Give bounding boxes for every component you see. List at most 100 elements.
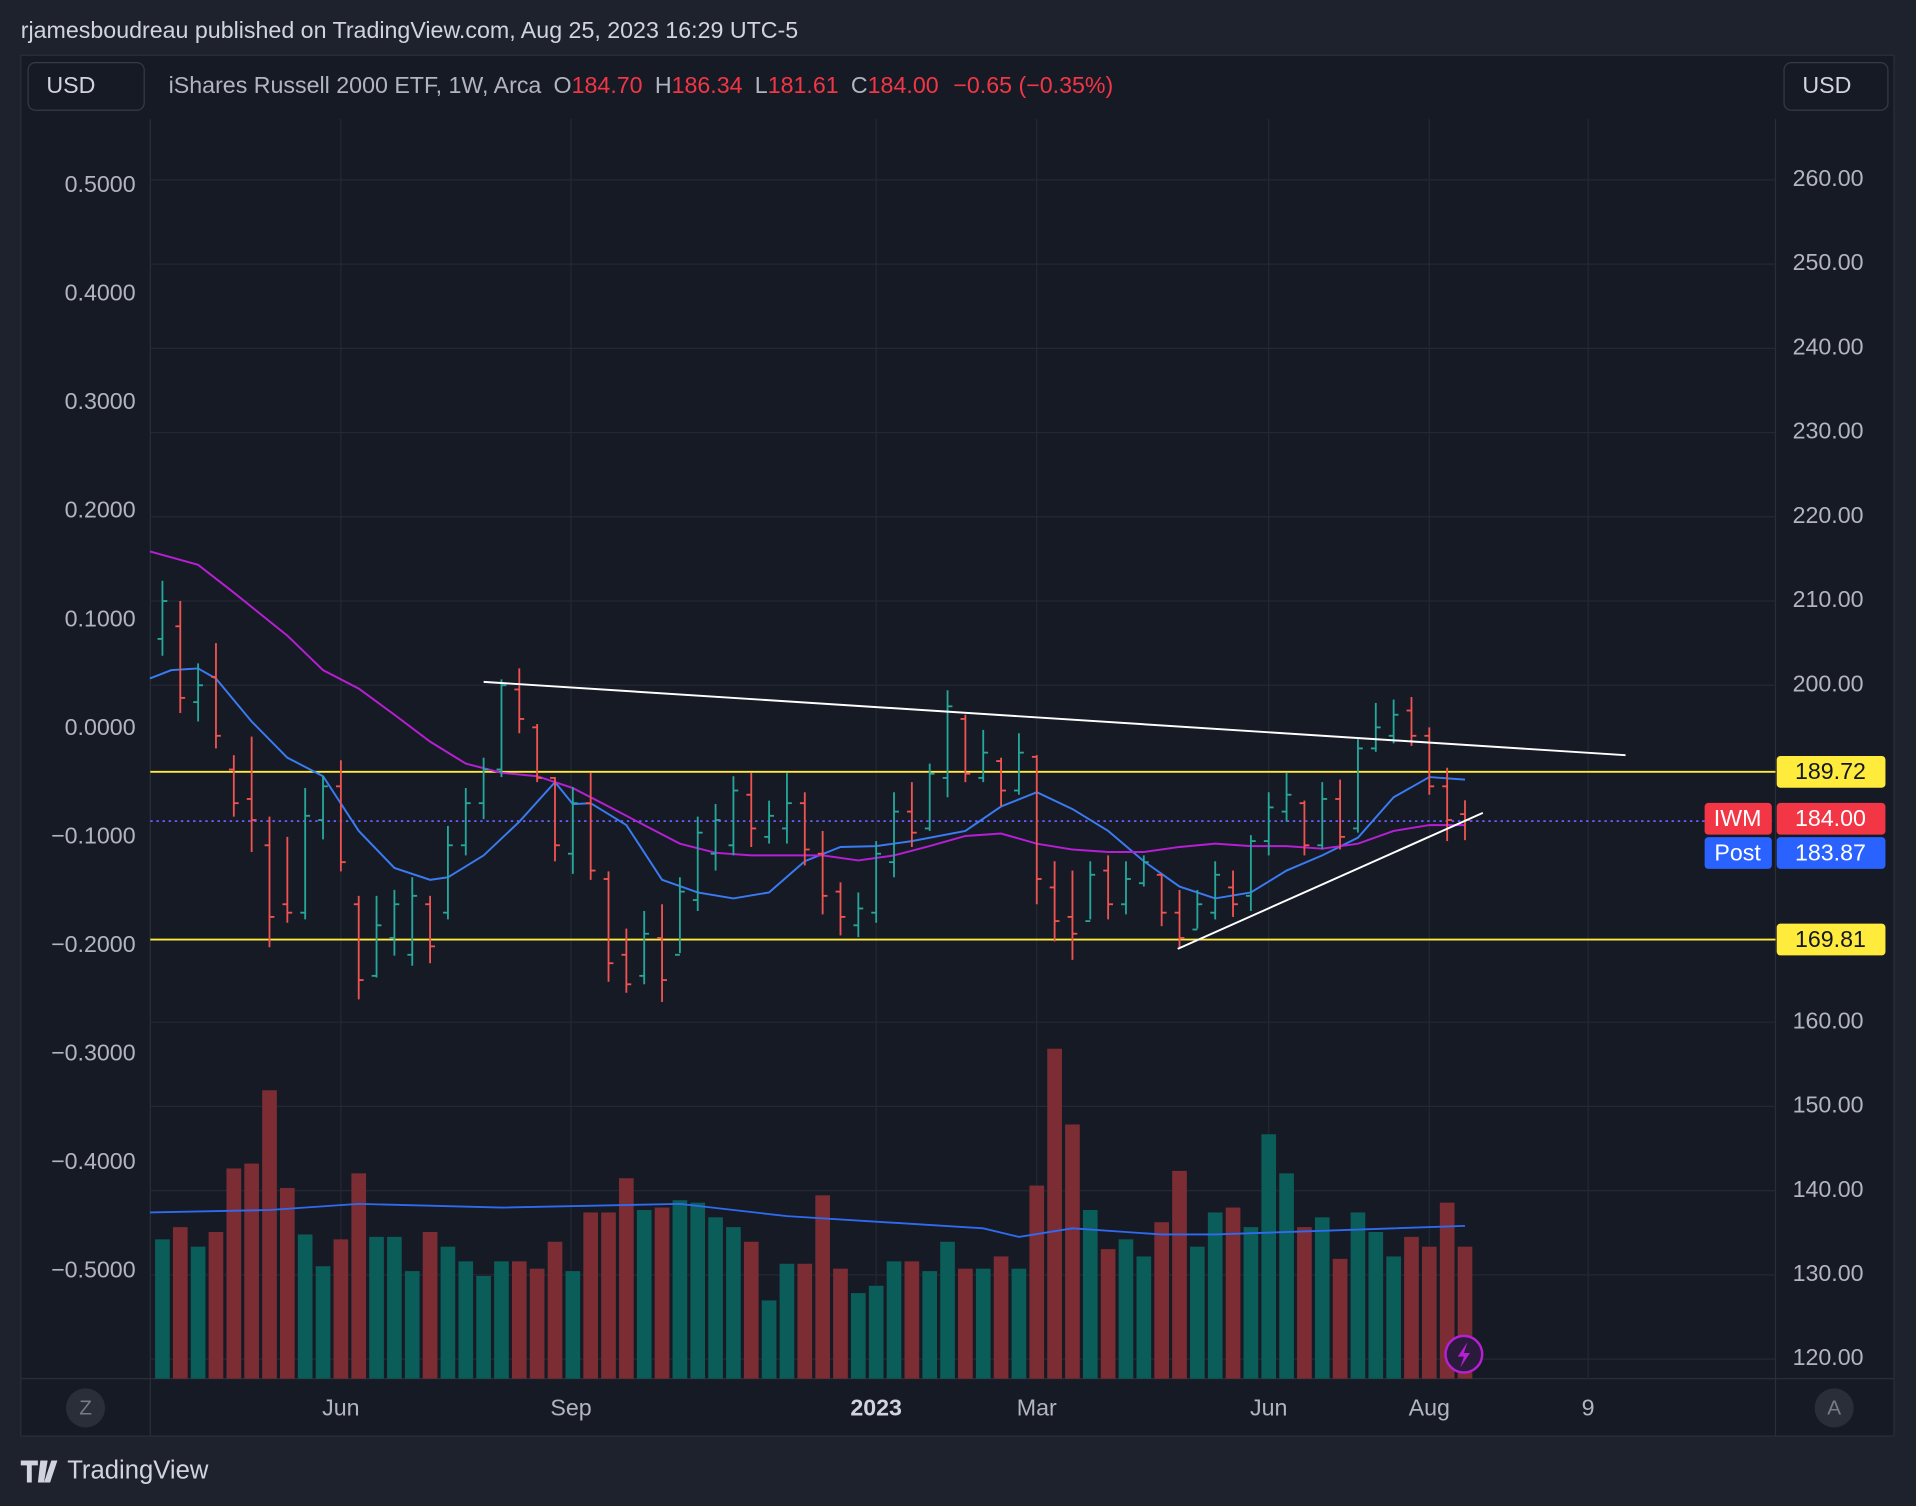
y-tick-label: 250.00 <box>1793 249 1864 275</box>
plot: 260.00 250.00 240.00 230.00 220.00 210.00 200.… <box>51 118 1886 1420</box>
volume-bar <box>868 1285 884 1379</box>
x-tick-label: Jun <box>322 1394 359 1420</box>
y-tick-label: 120.00 <box>1793 1344 1864 1370</box>
volume-bar <box>226 1168 242 1379</box>
volume-bar <box>1314 1217 1330 1379</box>
volume-bar <box>779 1263 795 1379</box>
volume-bar <box>529 1268 545 1379</box>
corner-label[interactable]: Z <box>79 1397 92 1420</box>
legend-label: O <box>554 72 572 98</box>
volume-bar <box>636 1210 652 1379</box>
footer-brand: TradingView <box>67 1456 209 1484</box>
post-price-label: 183.87 <box>1795 839 1866 865</box>
volume-bar <box>172 1227 188 1379</box>
volume-bar <box>1332 1258 1348 1379</box>
volume-bar <box>511 1261 527 1379</box>
volume-bar <box>422 1232 438 1379</box>
x-tick-label: Mar <box>1017 1394 1057 1420</box>
volume-bar <box>993 1256 1009 1379</box>
x-tick-label: Sep <box>550 1394 591 1420</box>
volume-bar <box>280 1188 295 1379</box>
volume-bar <box>708 1217 723 1379</box>
logo <box>20 1460 58 1483</box>
y2-tick-label: 0.0000 <box>65 714 136 740</box>
legend-value: 184.00 <box>868 72 939 98</box>
trendline <box>483 680 1626 757</box>
post-name: Post <box>1714 839 1761 865</box>
last-name: IWM <box>1714 805 1762 831</box>
x-tick-label: Jun <box>1250 1394 1287 1420</box>
volume-bar <box>1368 1232 1384 1379</box>
corner-button[interactable] <box>1814 1388 1854 1428</box>
corner-label[interactable]: A <box>1827 1397 1841 1420</box>
currency-label[interactable]: USD <box>1802 72 1851 98</box>
y-tick-label: 230.00 <box>1793 418 1864 444</box>
y2-tick-label: 0.4000 <box>65 280 136 306</box>
currency-button[interactable] <box>1783 61 1889 111</box>
volume-bar <box>815 1195 830 1379</box>
volume-bar <box>404 1271 420 1379</box>
y-tick-label: 160.00 <box>1793 1007 1864 1033</box>
volume-bar <box>1190 1246 1205 1379</box>
volume-bar <box>458 1261 474 1379</box>
chart-frame <box>20 54 1895 1437</box>
volume-bar <box>155 1239 170 1379</box>
volume-bar <box>1154 1222 1169 1379</box>
volume-bar <box>262 1090 277 1379</box>
volume-bar <box>1421 1246 1437 1379</box>
volume-bar <box>1172 1170 1187 1379</box>
volume-bar <box>1082 1210 1098 1379</box>
price-label: 169.81 <box>1795 926 1866 952</box>
y-tick-label: 140.00 <box>1793 1176 1864 1202</box>
symbol-legend: iShares Russell 2000 ETF, 1W, Arca O184.7… <box>169 72 1114 98</box>
legend-change: −0.65 (−0.35%) <box>953 72 1113 98</box>
x-tick-label: 2023 <box>850 1394 902 1420</box>
y-tick-label: 220.00 <box>1793 502 1864 528</box>
corner-button[interactable] <box>65 1388 106 1428</box>
post-price-box <box>1776 837 1886 869</box>
volume-bar <box>619 1178 634 1379</box>
volume-bar <box>494 1261 509 1379</box>
volume-bar <box>351 1173 367 1379</box>
price-label-box <box>1776 923 1886 956</box>
y2-tick-label: −0.4000 <box>51 1148 136 1174</box>
volume-bar <box>297 1234 313 1379</box>
y2-tick-label: 0.2000 <box>65 497 136 523</box>
volume-bar <box>761 1300 777 1379</box>
y-tick-label: 130.00 <box>1793 1260 1864 1286</box>
y2-tick-label: 0.3000 <box>65 388 136 414</box>
currency-button[interactable] <box>27 61 145 111</box>
post-name-box <box>1704 837 1772 869</box>
volume-bar <box>1404 1236 1419 1379</box>
volume-bar <box>743 1241 759 1379</box>
symbol: iShares Russell 2000 ETF, 1W, Arca <box>169 72 542 98</box>
volume-bar <box>1011 1268 1027 1379</box>
legend-label: H <box>655 72 672 98</box>
volume-bar <box>1118 1239 1134 1379</box>
y-tick-label: 150.00 <box>1793 1092 1864 1118</box>
y2-tick-label: −0.2000 <box>51 931 136 957</box>
y-tick-label: 200.00 <box>1793 670 1864 696</box>
last-price-box <box>1776 802 1886 835</box>
volume-bar <box>583 1212 599 1379</box>
y-tick-label: 240.00 <box>1793 333 1864 359</box>
price-label: 189.72 <box>1795 758 1866 784</box>
volume-bar <box>333 1239 349 1379</box>
currency-label[interactable]: USD <box>46 72 95 98</box>
y2-tick-label: −0.1000 <box>51 822 136 848</box>
volume-bar <box>387 1236 402 1379</box>
volume-bar <box>886 1261 902 1379</box>
volume-bar <box>315 1266 331 1379</box>
volume-bar <box>850 1293 866 1379</box>
volume-bar <box>922 1271 938 1379</box>
last-name-box <box>1704 802 1772 835</box>
volume-bar <box>1100 1249 1116 1379</box>
volume-bar <box>1439 1202 1455 1379</box>
volume-bar <box>1207 1212 1223 1379</box>
volume-bar <box>1261 1134 1277 1379</box>
y-tick-label: 260.00 <box>1793 165 1864 191</box>
y-tick-label: 210.00 <box>1793 586 1864 612</box>
lightning <box>1457 1341 1470 1368</box>
volume-bar <box>190 1246 206 1379</box>
volume-bar <box>1225 1207 1241 1379</box>
